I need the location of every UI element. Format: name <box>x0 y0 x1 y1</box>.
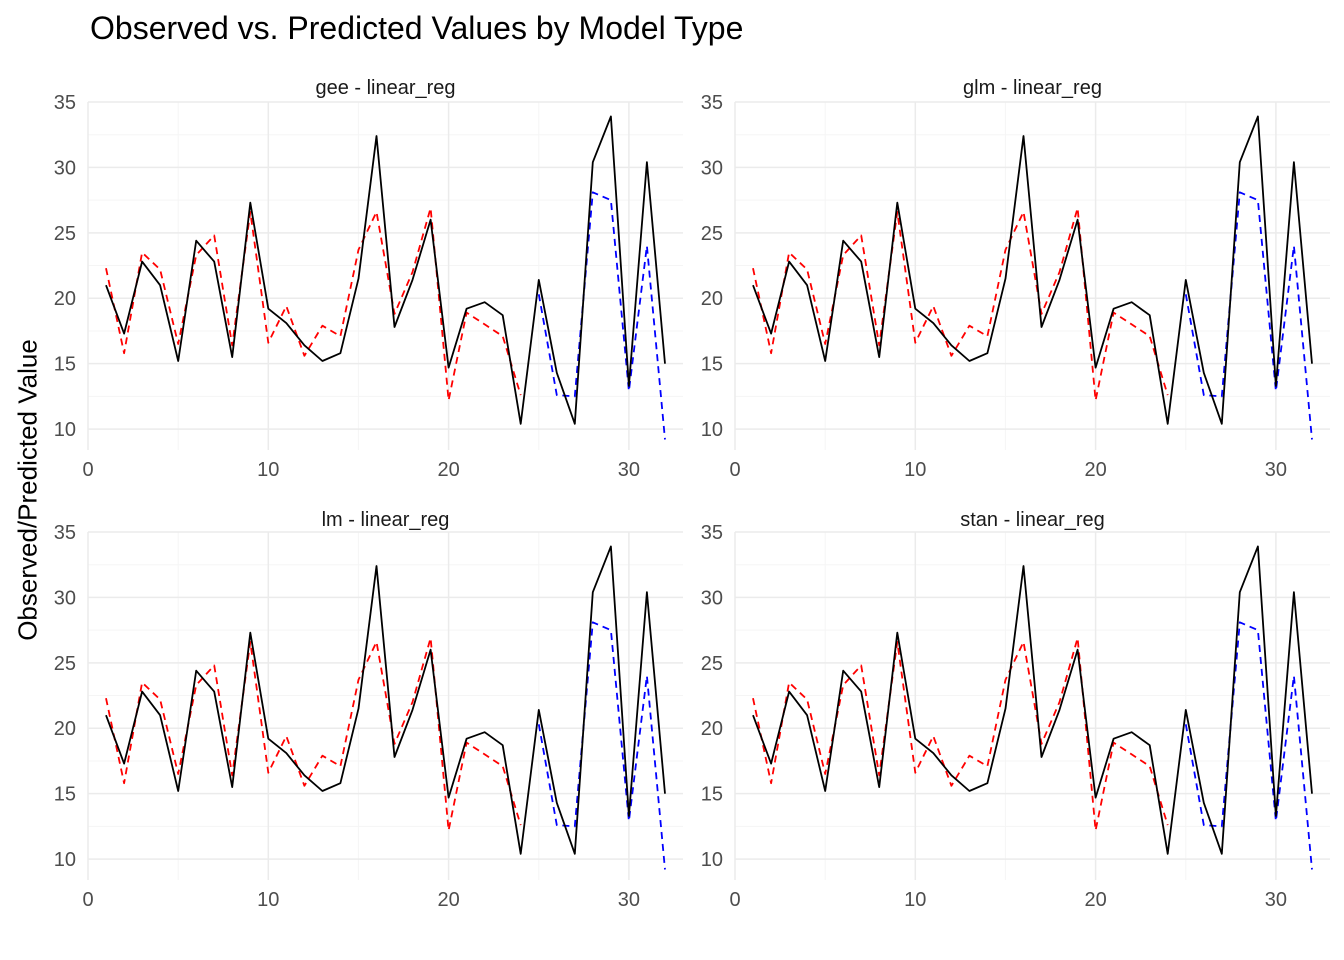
x-tick-label: 10 <box>257 459 279 481</box>
y-tick-label: 20 <box>54 288 76 310</box>
series-observed <box>105 115 666 425</box>
x-tick-label: 0 <box>82 889 93 911</box>
series-observed <box>105 545 666 855</box>
y-tick-label: 30 <box>701 157 723 179</box>
panel-label: gee - linear_reg <box>315 77 455 99</box>
y-tick-label: 35 <box>701 522 723 544</box>
y-tick-label: 20 <box>701 718 723 740</box>
panel-4: stan - linear_reg 10 15 20 25 30 35 0 10 20 30 <box>701 509 1330 911</box>
y-tick-label: 25 <box>54 223 76 245</box>
y-tick-label: 20 <box>701 288 723 310</box>
panel-label: stan - linear_reg <box>960 509 1105 531</box>
y-tick-label: 35 <box>701 92 723 114</box>
y-tick-label: 20 <box>54 718 76 740</box>
y-tick-label: 25 <box>701 223 723 245</box>
y-tick-label: 10 <box>54 849 76 871</box>
x-tick-label: 20 <box>437 459 459 481</box>
y-tick-label: 25 <box>701 653 723 675</box>
x-tick-label: 10 <box>904 889 926 911</box>
series-predicted-train <box>105 207 522 402</box>
x-tick-label: 30 <box>618 889 640 911</box>
series-predicted-train <box>752 207 1169 402</box>
panel-label: lm - linear_reg <box>322 509 450 531</box>
x-tick-label: 30 <box>1265 459 1287 481</box>
y-tick-label: 15 <box>701 784 723 806</box>
x-tick-label: 20 <box>1084 459 1106 481</box>
x-tick-label: 0 <box>729 459 740 481</box>
x-tick-label: 30 <box>1265 889 1287 911</box>
chart-title: Observed vs. Predicted Values by Model T… <box>90 10 744 46</box>
y-tick-label: 15 <box>701 354 723 376</box>
x-tick-label: 20 <box>1084 889 1106 911</box>
x-tick-label: 20 <box>437 889 459 911</box>
series-predicted-test <box>1184 621 1313 870</box>
y-tick-label: 30 <box>54 157 76 179</box>
x-tick-label: 0 <box>729 889 740 911</box>
series-predicted-test <box>537 191 666 440</box>
panel-1: gee - linear_reg 10 15 20 25 30 35 0 10 20 30 <box>54 77 683 481</box>
series-predicted-test <box>537 621 666 870</box>
y-tick-label: 25 <box>54 653 76 675</box>
x-tick-label: 30 <box>618 459 640 481</box>
series-observed <box>752 115 1313 425</box>
series-observed <box>752 545 1313 855</box>
y-tick-label: 15 <box>54 784 76 806</box>
series-predicted-train <box>752 637 1169 832</box>
series-predicted-test <box>1184 191 1313 440</box>
y-tick-label: 35 <box>54 92 76 114</box>
panel-2: glm - linear_reg 10 15 20 25 30 35 0 10 20 30 <box>701 77 1330 481</box>
series-predicted-train <box>105 637 522 832</box>
panel-label: glm - linear_reg <box>963 77 1102 99</box>
y-tick-label: 10 <box>54 419 76 441</box>
panel-3: lm - linear_reg 10 15 20 25 30 35 0 10 20 30 <box>54 509 683 911</box>
x-tick-label: 0 <box>82 459 93 481</box>
y-tick-label: 10 <box>701 419 723 441</box>
y-tick-label: 10 <box>701 849 723 871</box>
y-tick-label: 30 <box>54 587 76 609</box>
y-tick-label: 15 <box>54 354 76 376</box>
x-tick-label: 10 <box>257 889 279 911</box>
x-tick-label: 10 <box>904 459 926 481</box>
y-tick-label: 35 <box>54 522 76 544</box>
y-tick-label: 30 <box>701 587 723 609</box>
